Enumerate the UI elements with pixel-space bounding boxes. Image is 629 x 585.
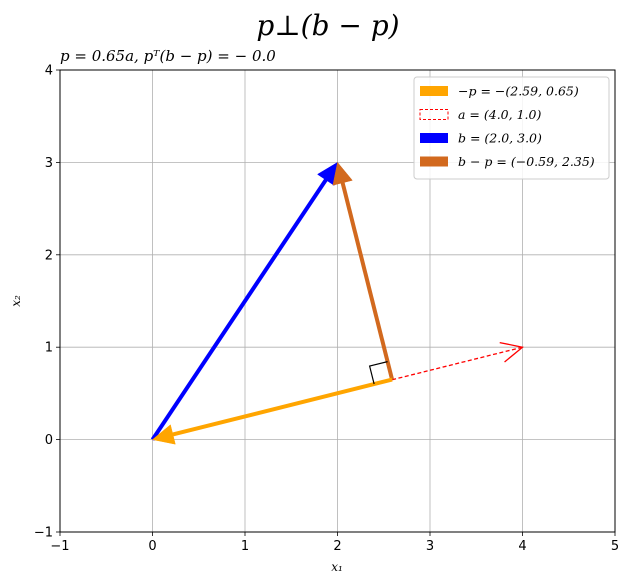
legend-label: −p = −(2.59, 0.65) <box>458 84 579 99</box>
y-tick-label: 1 <box>45 341 53 356</box>
legend-label: b = (2.0, 3.0) <box>458 131 542 146</box>
chart-subtitle: p = 0.65a, pᵀ(b − p) = − 0.0 <box>60 47 276 65</box>
x-tick-label: 2 <box>333 539 341 554</box>
vector-b-minus-p-shaft <box>340 180 395 381</box>
axis-ticks: −1 0 1 2 3 4 5 −1 0 1 2 3 4 <box>34 64 619 555</box>
y-tick-label: 0 <box>45 433 53 448</box>
legend-swatch <box>420 156 448 167</box>
y-tick-label: 2 <box>45 248 53 263</box>
x-tick-label: 4 <box>518 539 526 554</box>
legend-label: b − p = (−0.59, 2.35) <box>458 154 595 169</box>
x-tick-label: −1 <box>50 539 69 554</box>
y-tick-label: 4 <box>45 64 53 79</box>
y-tick-label: 3 <box>45 156 53 171</box>
right-angle-marker-group <box>368 361 388 385</box>
legend-swatch <box>420 86 448 96</box>
y-tick-label: −1 <box>34 526 53 541</box>
legend-swatch <box>420 133 448 143</box>
x-tick-label: 0 <box>148 539 156 554</box>
x-axis-label: x₁ <box>331 560 343 574</box>
legend-label: a = (4.0, 1.0) <box>458 107 541 122</box>
legend-box <box>413 76 610 180</box>
vector-neg-p-head <box>151 424 176 445</box>
vector-b-shaft <box>150 177 329 441</box>
x-tick-label: 3 <box>426 539 434 554</box>
vector-a-head <box>499 341 524 363</box>
legend-swatch <box>419 109 449 120</box>
vector-arrows <box>150 161 524 445</box>
y-axis-label: x₂ <box>9 295 23 307</box>
vector-b-minus-p-head <box>332 161 353 186</box>
plot-frame <box>59 69 616 533</box>
chart-title: p⊥(b − p) <box>256 9 399 42</box>
x-tick-label: 1 <box>241 539 249 554</box>
vector-neg-p-shaft <box>170 377 393 437</box>
legend: −p = −(2.59, 0.65) a = (4.0, 1.0) b = (2.0… <box>413 76 610 180</box>
x-tick-label: 5 <box>611 539 619 554</box>
right-angle-marker <box>368 361 388 385</box>
